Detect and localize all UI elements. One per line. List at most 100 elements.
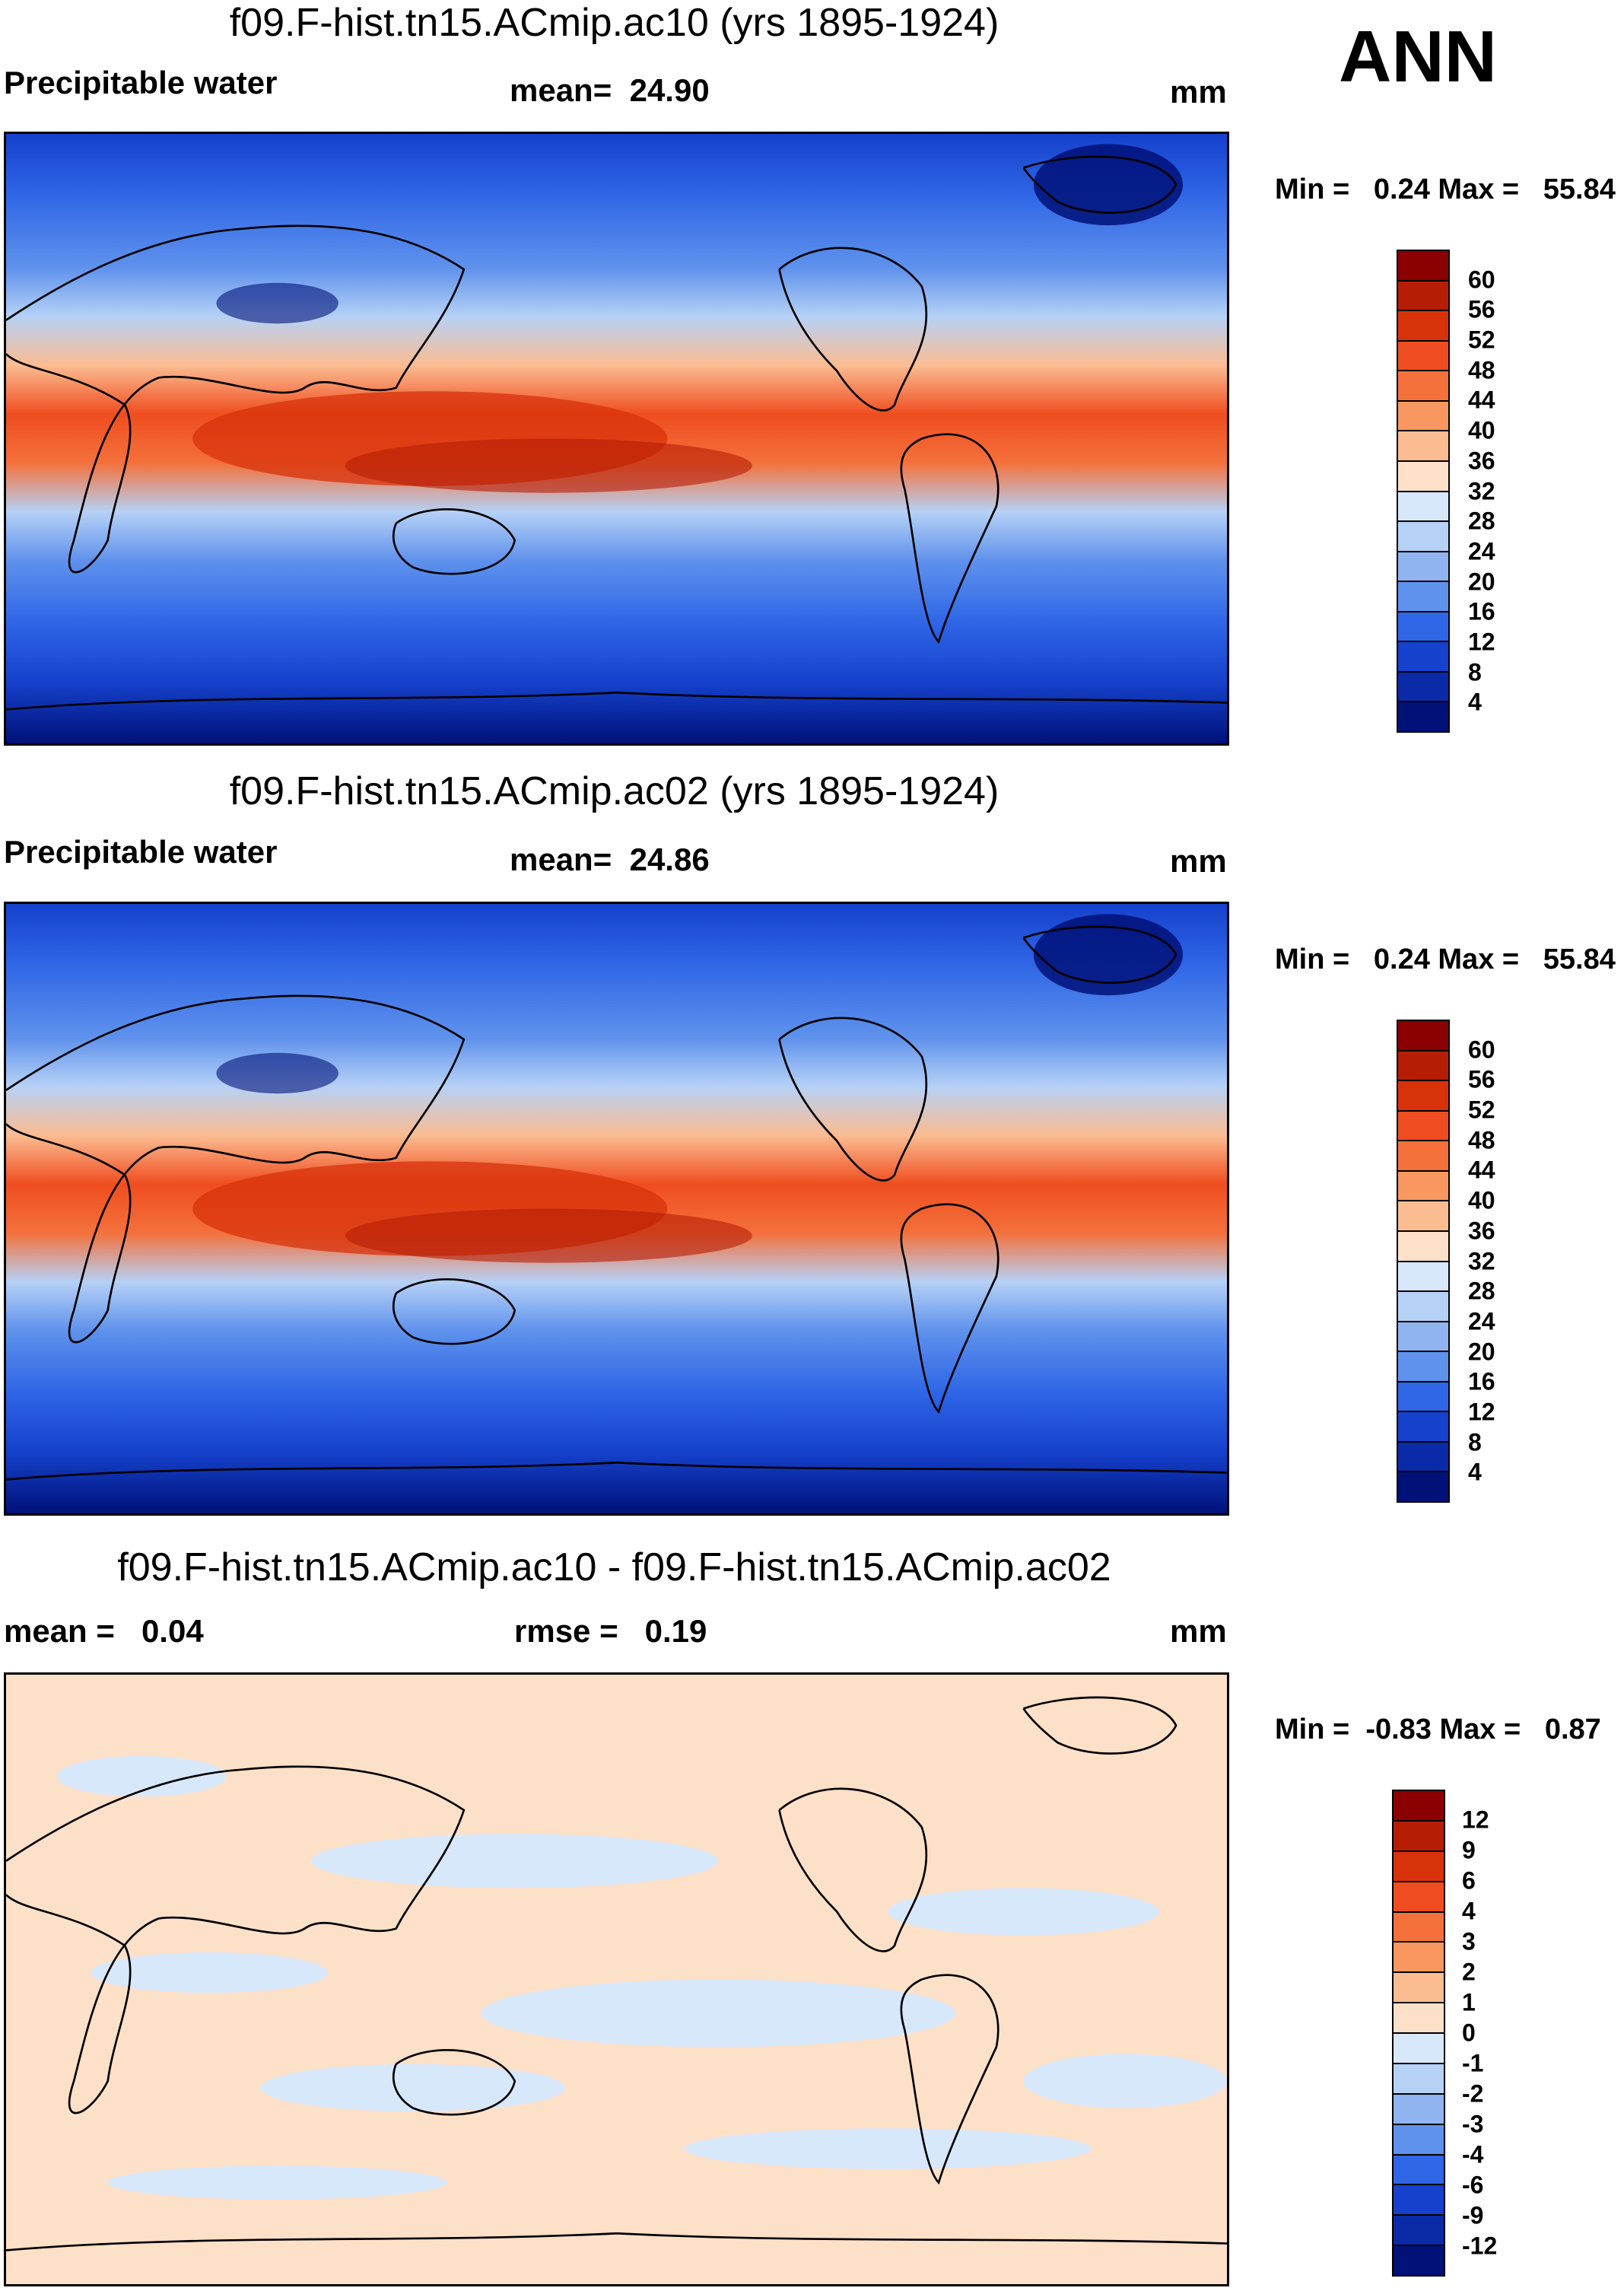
- colorbar-swatch: [1394, 2185, 1444, 2216]
- colorbar-tick-label: 16: [1468, 1367, 1495, 1395]
- colorbar-tick-label: 3: [1462, 1927, 1476, 1955]
- panel1-map-svg: [6, 134, 1227, 743]
- panel1-colorbar-labels: 60 56 52 48 44 40 36 32 28 24 20 16 12 8 4: [1468, 250, 1529, 733]
- colorbar-swatch: [1398, 1472, 1448, 1501]
- colorbar-swatch: [1398, 1322, 1448, 1353]
- colorbar-swatch: [1394, 2124, 1444, 2156]
- colorbar-swatch: [1394, 1851, 1444, 1882]
- colorbar-swatch: [1394, 1821, 1444, 1852]
- panel2-colorbar: [1397, 1020, 1450, 1503]
- colorbar-tick-label: 20: [1468, 568, 1495, 596]
- panel2-map: [4, 902, 1229, 1516]
- colorbar-tick-label: 12: [1468, 628, 1495, 656]
- colorbar-tick-label: 52: [1468, 1096, 1495, 1124]
- panel3-rmse: rmse = 0.19: [514, 1613, 707, 1650]
- panel2-map-svg: [6, 904, 1227, 1513]
- colorbar-tick-label: 32: [1468, 477, 1495, 504]
- panel3-rmse-label: rmse =: [514, 1613, 618, 1649]
- panel1-max-value: 55.84: [1543, 173, 1616, 205]
- panel3-map-svg: [6, 1675, 1227, 2284]
- colorbar-tick-label: 48: [1468, 1126, 1495, 1154]
- colorbar-swatch: [1398, 1021, 1448, 1052]
- colorbar-tick-label: -1: [1462, 2049, 1484, 2077]
- colorbar-tick-label: 44: [1468, 1156, 1495, 1184]
- panel2-min-value: 0.24: [1373, 943, 1430, 975]
- panel3-mean: mean = 0.04: [4, 1613, 204, 1650]
- colorbar-tick-label: 56: [1468, 1065, 1495, 1093]
- season-label: ANN: [1339, 16, 1497, 97]
- colorbar-swatch: [1394, 1791, 1444, 1822]
- panel1-title: f09.F-hist.tn15.ACmip.ac10 (yrs 1895-192…: [229, 1, 1000, 45]
- colorbar-tick-label: 56: [1468, 295, 1495, 323]
- panel3-min-value: -0.83: [1365, 1713, 1432, 1745]
- colorbar-tick-label: 36: [1468, 447, 1495, 475]
- colorbar-swatch: [1398, 251, 1448, 282]
- colorbar-swatch: [1394, 2034, 1444, 2064]
- panel2-mean: mean= 24.86: [510, 842, 710, 878]
- panel1-colorbar: [1397, 250, 1450, 733]
- colorbar-swatch: [1398, 1262, 1448, 1293]
- panel1-mean-value: 24.90: [629, 72, 710, 108]
- colorbar-tick-label: 24: [1468, 537, 1495, 565]
- colorbar-swatch: [1398, 461, 1448, 492]
- panel1-min-label: Min =: [1275, 173, 1350, 205]
- panel1-units: mm: [1170, 74, 1227, 110]
- colorbar-tick-label: 16: [1468, 597, 1495, 625]
- greenland-low: [1033, 914, 1184, 996]
- colorbar-tick-label: -3: [1462, 2110, 1484, 2138]
- panel1-mean-label: mean=: [510, 72, 612, 108]
- colorbar-swatch: [1398, 582, 1448, 613]
- panel3-rmse-value: 0.19: [644, 1613, 707, 1649]
- colorbar-swatch: [1398, 1141, 1448, 1172]
- colorbar-tick-label: -6: [1462, 2171, 1484, 2199]
- panel2-variable-label: Precipitable water: [4, 834, 278, 870]
- colorbar-swatch: [1398, 702, 1448, 731]
- colorbar-tick-label: -12: [1462, 2232, 1498, 2260]
- panel2-mean-label: mean=: [510, 842, 612, 877]
- panel3-minmax: Min = -0.83 Max = 0.87: [1275, 1713, 1601, 1746]
- colorbar-tick-label: 4: [1468, 688, 1482, 716]
- colorbar-tick-label: -4: [1462, 2140, 1484, 2168]
- colorbar-tick-label: 32: [1468, 1247, 1495, 1274]
- colorbar-tick-label: 40: [1468, 1186, 1495, 1214]
- colorbar-tick-label: 44: [1468, 386, 1495, 414]
- panel1-max-label: Max =: [1438, 173, 1520, 205]
- colorbar-swatch: [1394, 2063, 1444, 2095]
- diff-negative-patches: [56, 1755, 1227, 2200]
- colorbar-tick-label: 12: [1462, 1806, 1489, 1834]
- colorbar-swatch: [1398, 1171, 1448, 1202]
- panel2-colorbar-labels: 60 56 52 48 44 40 36 32 28 24 20 16 12 8 4: [1468, 1020, 1529, 1503]
- panel3-title: f09.F-hist.tn15.ACmip.ac10 - f09.F-hist.…: [117, 1545, 1111, 1589]
- panel2-units: mm: [1170, 843, 1227, 879]
- colorbar-tick-label: 36: [1468, 1217, 1495, 1245]
- colorbar-swatch: [1394, 1882, 1444, 1913]
- colorbar-tick-label: 60: [1468, 1036, 1495, 1064]
- colorbar-swatch: [1394, 2094, 1444, 2125]
- tibet-low: [216, 282, 338, 324]
- colorbar-swatch: [1394, 1973, 1444, 2004]
- colorbar-tick-label: 48: [1468, 356, 1495, 384]
- colorbar-swatch: [1398, 401, 1448, 432]
- panel1-mean: mean= 24.90: [510, 72, 710, 109]
- colorbar-swatch: [1398, 1201, 1448, 1232]
- colorbar-swatch: [1394, 1912, 1444, 1943]
- panel3-mean-label: mean =: [4, 1613, 115, 1649]
- panel3-colorbar: [1392, 1790, 1445, 2277]
- panel3-map: [4, 1672, 1229, 2286]
- panel3-max-label: Max =: [1439, 1713, 1521, 1745]
- coastlines: [6, 155, 1227, 711]
- colorbar-tick-label: 8: [1468, 1428, 1482, 1456]
- colorbar-swatch: [1394, 2216, 1444, 2247]
- colorbar-tick-label: -9: [1462, 2201, 1484, 2229]
- coastlines: [6, 925, 1227, 1481]
- colorbar-swatch: [1398, 522, 1448, 552]
- colorbar-tick-label: 20: [1468, 1338, 1495, 1366]
- panel1-variable-label: Precipitable water: [4, 65, 278, 100]
- colorbar-tick-label: 60: [1468, 266, 1495, 294]
- panel3-max-value: 0.87: [1544, 1713, 1601, 1745]
- colorbar-swatch: [1398, 1111, 1448, 1142]
- colorbar-swatch: [1398, 672, 1448, 703]
- colorbar-tick-label: 28: [1468, 1277, 1495, 1305]
- tibet-low: [216, 1052, 338, 1094]
- colorbar-tick-label: 6: [1462, 1866, 1476, 1895]
